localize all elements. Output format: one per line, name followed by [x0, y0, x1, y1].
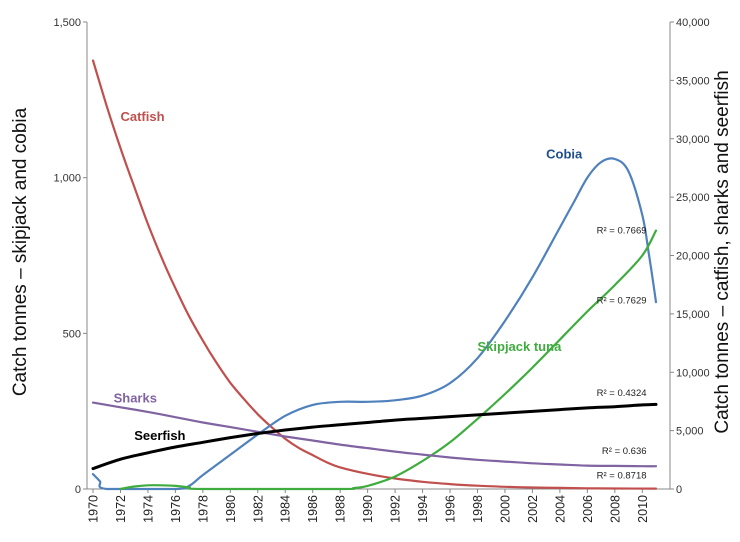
- x-tick-label: 1984: [279, 495, 293, 523]
- r-squared-annotations: R² = 0.7669 R² = 0.7629 R² = 0.4324 R² = 0.…: [597, 225, 647, 481]
- right-tick-label: 10,000: [676, 367, 710, 379]
- r-squared-label: R² = 0.8718: [597, 470, 647, 481]
- left-tick-label: 1,000: [53, 173, 81, 185]
- x-tick-label: 1992: [389, 495, 403, 523]
- x-tick-label: 2004: [553, 495, 567, 523]
- series-line-cobia: [91, 157, 658, 491]
- series-labels: Catfish Cobia Skipjack tuna Sharks Seerfish: [114, 109, 583, 443]
- left-tick-label: 1,500: [53, 17, 81, 29]
- right-axis-ticks: 0 5,000 10,000 15,000 20,000 25,000 30,000 35,0…: [670, 17, 710, 496]
- x-tick-label: 1970: [87, 495, 101, 523]
- x-tick-label: 1990: [361, 495, 375, 523]
- series-label-cobia: Cobia: [546, 147, 583, 162]
- right-tick-label: 15,000: [676, 309, 710, 321]
- x-tick-label: 1978: [196, 495, 210, 523]
- series-label-seerfish: Seerfish: [134, 428, 185, 443]
- right-tick-label: 25,000: [676, 192, 710, 204]
- series-label-sharks: Sharks: [114, 391, 157, 406]
- x-tick-label: 2000: [498, 495, 512, 523]
- r-squared-label: R² = 0.4324: [597, 388, 647, 399]
- x-tick-label: 1972: [114, 495, 128, 523]
- x-tick-label: 1994: [416, 495, 430, 523]
- left-tick-label: 0: [75, 484, 81, 496]
- left-axis-ticks: 0 500 1,000 1,500: [53, 17, 87, 496]
- r-squared-label: R² = 0.7669: [597, 225, 647, 236]
- series-label-skipjack-tuna: Skipjack tuna: [477, 339, 562, 354]
- x-tick-label: 2010: [636, 495, 650, 523]
- axes: [86, 22, 671, 490]
- x-tick-label: 2006: [581, 495, 595, 523]
- x-tick-label: 1982: [251, 495, 265, 523]
- right-tick-label: 30,000: [676, 134, 710, 146]
- right-axis-title: Catch tonnes – catfish, sharks and seerf…: [712, 70, 733, 433]
- x-tick-label: 2002: [526, 495, 540, 523]
- right-tick-label: 20,000: [676, 251, 710, 263]
- series-label-catfish: Catfish: [120, 109, 164, 124]
- x-tick-label: 1996: [444, 495, 458, 523]
- right-tick-label: 0: [676, 484, 682, 496]
- r-squared-label: R² = 0.7629: [597, 295, 647, 306]
- x-tick-label: 2008: [608, 495, 622, 523]
- x-axis-ticks: 1970 1972 1974 1976 1978 1980 1982 1984 1986 1988…: [87, 489, 650, 523]
- x-tick-label: 1974: [141, 495, 155, 523]
- left-axis-title: Catch tonnes – skipjack and cobia: [10, 107, 31, 396]
- series-line-sharks: [91, 401, 658, 468]
- series-lines: [91, 59, 658, 491]
- x-tick-label: 1988: [334, 495, 348, 523]
- x-tick-label: 1980: [224, 495, 238, 523]
- right-tick-label: 40,000: [676, 17, 710, 29]
- x-tick-label: 1998: [471, 495, 485, 523]
- right-tick-label: 5,000: [676, 426, 704, 438]
- series-line-catfish: [91, 59, 658, 490]
- right-tick-label: 35,000: [676, 75, 710, 87]
- series-line-seerfish: [91, 402, 658, 471]
- left-tick-label: 500: [63, 328, 81, 340]
- x-tick-label: 1986: [306, 495, 320, 523]
- r-squared-label: R² = 0.636: [602, 446, 647, 457]
- x-tick-label: 1976: [169, 495, 183, 523]
- series-line-skipjack-tuna: [119, 229, 658, 491]
